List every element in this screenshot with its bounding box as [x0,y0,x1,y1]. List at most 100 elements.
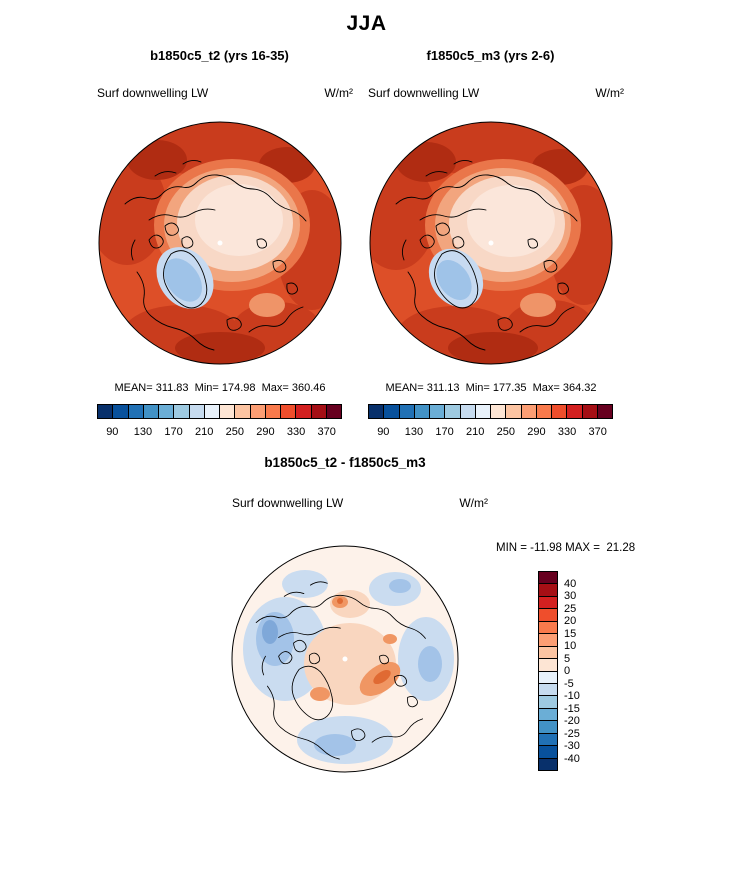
colorbar-cell [281,405,297,418]
panel-title: b1850c5_t2 (yrs 16-35) [150,48,289,63]
colorbar-cell [491,405,507,418]
tick-label: 25 [564,602,577,615]
colorbar-cell [369,405,385,418]
colorbar-cell [539,758,557,770]
tick-label: 370 [317,426,336,438]
colorbar-cell [265,405,281,418]
colorbar-cell [235,405,251,418]
tick-label: 250 [225,426,244,438]
tick-label: 170 [164,426,183,438]
colorbar-ticks: 90 130 170 210 250 290 330 370 [97,426,342,440]
tick-label: -30 [564,740,580,752]
tick-label: 30 [564,590,577,602]
polar-diff-map-svg [231,545,459,773]
colorbar-cell [567,405,583,418]
map-b1850c5-t2 [97,120,343,366]
colorbar-cell [539,746,557,759]
colorbar-cell [582,405,598,418]
tick-label: 90 [377,426,390,438]
pole-dot [488,240,494,246]
tick-label: -10 [564,690,580,702]
field-row: Surf downwelling LW W/m² [368,86,624,100]
colorbar-cell [539,708,557,722]
colorbar [97,404,342,419]
units-label: W/m² [459,496,488,510]
tick-label: 250 [496,426,515,438]
colorbar-cell [539,659,557,672]
stats-line: MEAN= 311.83 Min= 174.98 Max= 360.46 [114,382,326,394]
colorbar-cell [539,671,557,684]
colorbar-cell [539,634,557,647]
field-row: Surf downwelling LW W/m² [97,86,353,100]
colorbar-cell [475,405,491,418]
tick-label: 90 [106,426,119,438]
colorbar-cell [189,405,205,418]
tick-label: -5 [564,677,574,690]
stats-line: MEAN= 311.13 Min= 177.35 Max= 364.32 [385,382,597,394]
colorbar-cell [539,733,557,747]
colorbar-cell [414,405,430,418]
colorbar-cell [399,405,415,418]
colorbar-cell [521,405,537,418]
polar-map-svg [98,121,342,365]
colorbar-cell [539,584,557,597]
colorbar-cell [204,405,220,418]
tick-label: 130 [404,426,424,438]
tick-label: 290 [256,426,275,438]
tick-label: -20 [564,715,580,727]
tick-label: -40 [564,752,580,765]
colorbar-cell [539,621,557,635]
tick-label: 290 [527,426,546,438]
tick-label: 370 [588,426,607,438]
tick-label: -25 [564,727,580,740]
colorbar-cell [311,405,327,418]
colorbar-cell [539,609,557,622]
tick-label: 130 [133,426,153,438]
field-label: Surf downwelling LW [368,86,480,100]
colorbar-cell [159,405,175,418]
panel-f1850c5-m3: f1850c5_m3 (yrs 2-6) Surf downwelling LW… [368,48,624,448]
colorbar-cell [536,405,552,418]
colorbar-cell [128,405,144,418]
figure-title: JJA [346,12,387,35]
colorbar-cell [539,721,557,734]
colorbar-cell [326,405,341,418]
colorbar-cell [250,405,266,418]
colorbar-cell [113,405,129,418]
tick-label: 330 [286,426,306,438]
colorbar-cell [552,405,568,418]
units-label: W/m² [324,86,353,100]
diff-minmax: MIN = -11.98 MAX = 21.28 [496,542,636,554]
colorbar-cell [539,596,557,610]
colorbar-cell [460,405,476,418]
field-label: Surf downwelling LW [232,496,344,510]
tick-label: 210 [466,426,485,438]
tick-label: 330 [557,426,577,438]
panel-title: f1850c5_m3 (yrs 2-6) [426,48,555,63]
colorbar-cell [430,405,446,418]
colorbar-cell [98,405,114,418]
colorbar-cell [506,405,522,418]
pole-dot [217,240,223,246]
colorbar-cell [296,405,312,418]
map-difference [230,544,460,774]
polar-map-svg [369,121,613,365]
tick-label: 40 [564,577,577,590]
tick-label: 0 [564,665,571,677]
colorbar-cell [174,405,190,418]
colorbar-ticks: 90 130 170 210 250 290 330 370 [368,426,613,440]
tick-label: 210 [195,426,214,438]
tick-label: 15 [564,627,577,640]
tick-label: 20 [564,615,577,627]
diff-title: b1850c5_t2 - f1850c5_m3 [264,455,426,470]
colorbar-cell [539,683,557,697]
units-label: W/m² [595,86,624,100]
colorbar [368,404,613,419]
pole-dot [342,656,348,662]
tick-label: 5 [564,652,571,665]
colorbar-cell [143,405,159,418]
diff-colorbar-ticks: 40 30 25 20 15 10 5 0 -5 -10 -15 -20 -25 -30 -40 [564,571,598,771]
map-f1850c5-m3 [368,120,614,366]
colorbar-cell [539,572,557,585]
